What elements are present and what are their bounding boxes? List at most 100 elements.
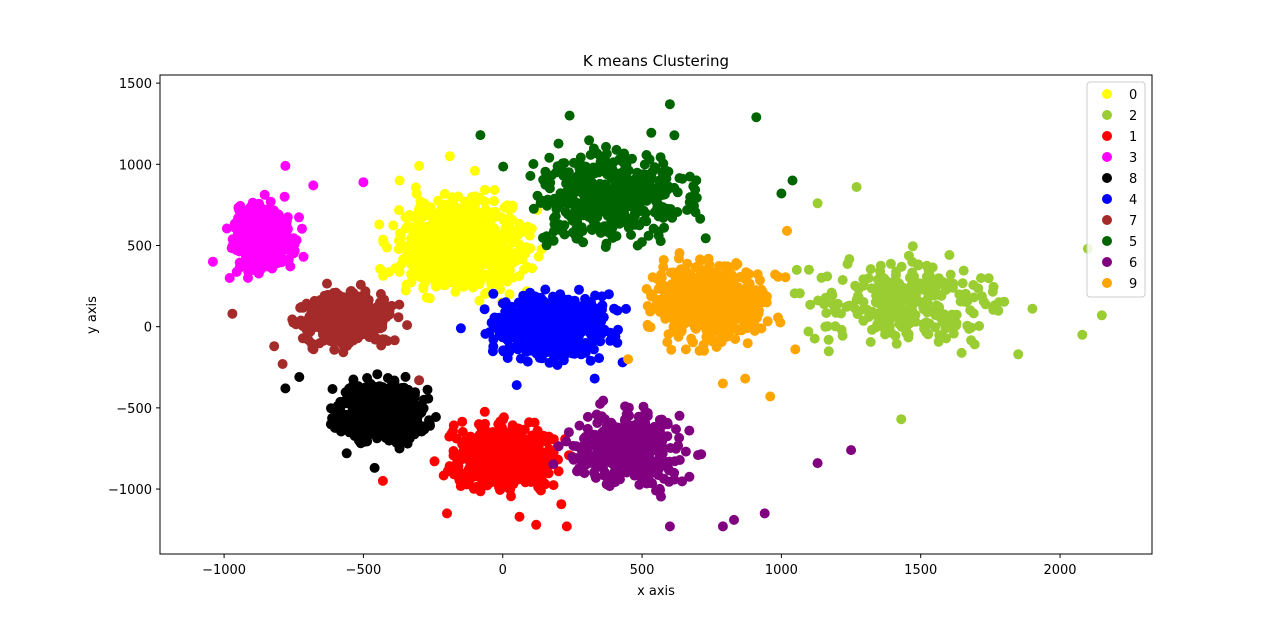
data-point (812, 198, 823, 209)
data-point (658, 212, 669, 223)
data-point (907, 305, 918, 316)
data-point (437, 221, 448, 232)
data-point (489, 185, 500, 195)
data-point (470, 266, 481, 277)
data-point (391, 422, 401, 433)
data-point (836, 308, 846, 319)
data-point (416, 223, 427, 234)
data-point (503, 452, 513, 462)
data-point (677, 476, 688, 487)
data-point (561, 521, 572, 532)
data-point (664, 99, 675, 110)
data-point (660, 456, 671, 467)
data-point (637, 449, 648, 460)
data-point (674, 432, 685, 443)
data-point (664, 521, 675, 532)
data-point (505, 484, 516, 495)
data-point (457, 416, 468, 427)
data-point (553, 138, 564, 149)
data-point (475, 486, 486, 497)
data-point (363, 421, 373, 431)
data-point (394, 175, 405, 186)
data-point (262, 214, 273, 225)
data-point (558, 320, 569, 331)
data-point (974, 321, 985, 331)
data-point (521, 346, 532, 357)
cluster-7-points (227, 278, 425, 386)
data-point (525, 452, 536, 463)
data-point (378, 237, 389, 248)
data-point (376, 310, 387, 321)
data-point (609, 303, 620, 314)
data-point (514, 239, 525, 250)
data-point (923, 329, 934, 340)
data-point (988, 304, 999, 315)
data-point (922, 293, 933, 304)
data-point (444, 431, 455, 442)
data-point (821, 308, 832, 318)
data-point (500, 428, 511, 438)
data-point (613, 324, 623, 335)
data-point (521, 302, 531, 313)
data-point (515, 451, 525, 462)
data-point (498, 468, 509, 479)
cluster-1-points (377, 406, 577, 532)
data-point (641, 429, 652, 440)
data-point (933, 273, 944, 284)
data-point (682, 205, 693, 215)
data-point (581, 163, 591, 174)
data-point (341, 448, 352, 459)
data-point (480, 328, 491, 339)
data-point (650, 456, 661, 467)
data-point (956, 347, 967, 358)
data-point (574, 284, 584, 295)
data-point (244, 248, 255, 259)
data-point (544, 152, 555, 163)
data-point (510, 442, 521, 453)
data-point (921, 271, 932, 282)
data-point (621, 427, 632, 438)
data-point (580, 293, 591, 304)
data-point (564, 110, 575, 121)
data-point (499, 247, 509, 258)
data-point (519, 437, 530, 448)
data-point (444, 265, 455, 276)
data-point (803, 264, 814, 275)
data-point (951, 309, 962, 320)
data-point (585, 355, 596, 366)
data-point (338, 347, 349, 358)
data-point (470, 446, 481, 457)
data-point (884, 316, 894, 326)
data-point (301, 324, 312, 335)
data-point (813, 295, 824, 306)
data-point (524, 230, 535, 241)
data-point (885, 258, 896, 269)
data-point (657, 414, 667, 425)
data-point (612, 337, 623, 348)
data-point (429, 456, 440, 467)
data-point (663, 181, 674, 192)
data-point (438, 470, 449, 481)
data-point (424, 225, 435, 236)
data-point (488, 288, 499, 299)
cluster-4-points (455, 284, 631, 391)
data-point (439, 188, 450, 199)
data-point (966, 335, 977, 346)
data-point (535, 471, 546, 482)
data-point (546, 305, 557, 316)
data-point (479, 461, 490, 472)
data-point (671, 424, 681, 435)
data-point (583, 450, 594, 461)
data-point (611, 144, 622, 155)
data-point (528, 159, 539, 169)
data-point (541, 231, 552, 242)
data-point (480, 228, 491, 238)
data-point (295, 315, 306, 326)
data-point (548, 459, 559, 470)
data-point (442, 508, 452, 519)
data-point (270, 219, 280, 230)
data-point (621, 303, 631, 314)
data-point (363, 299, 374, 310)
data-point (544, 444, 555, 455)
data-point (904, 318, 915, 329)
